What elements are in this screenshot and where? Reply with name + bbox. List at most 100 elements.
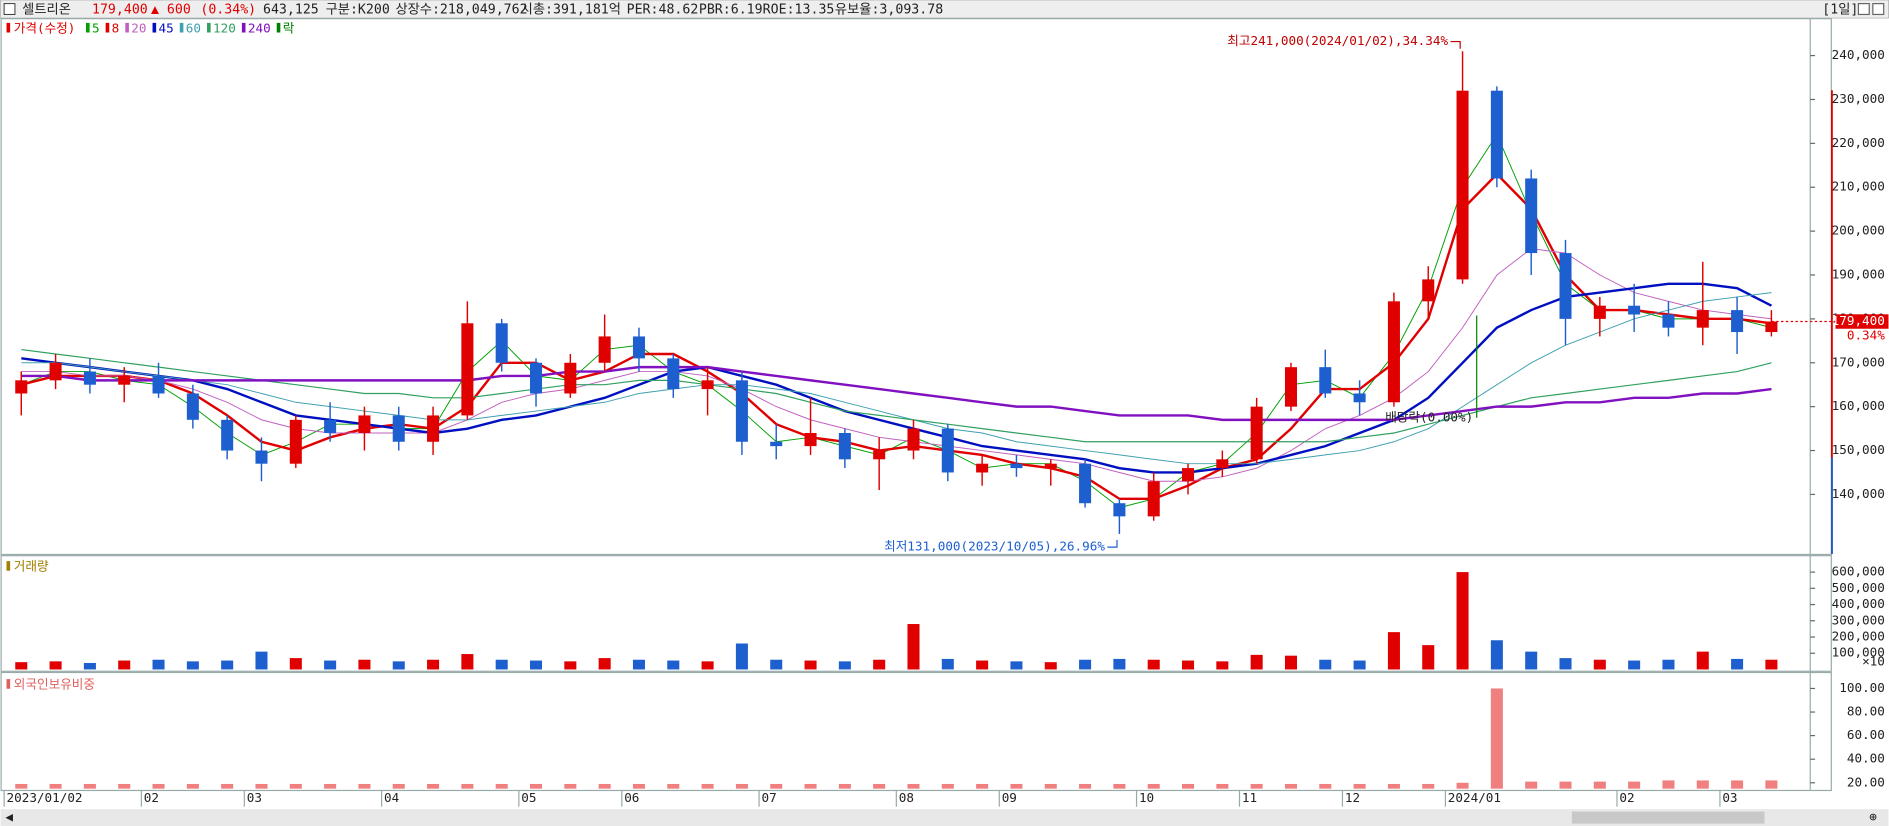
x-tick-label: 04 [384,790,399,805]
volume-bar [1525,651,1538,670]
foreign-ratio-bar [735,783,748,789]
volume-bar [15,662,28,670]
foreign-ratio-bar [804,783,817,789]
volume-bar [49,661,62,670]
pane-title: 외국인보유비중 [14,677,95,692]
candle-body [83,371,96,385]
scroll-thumb[interactable] [1571,811,1765,824]
foreign-ratio-bar [1216,783,1229,789]
y-tick-label: 230,000 [1832,91,1885,106]
x-tick-label: 06 [624,790,639,805]
candle-body [873,450,886,460]
x-tick-label: 03 [1722,790,1737,805]
restore-button[interactable] [1857,3,1870,16]
volume-bar [1319,659,1332,670]
legend-marker [207,22,211,33]
volume-pane [0,555,1832,672]
y-tick-label: 400,000 [1832,596,1885,611]
legend-marker [6,22,11,33]
volume-bar [392,661,405,670]
period-button[interactable]: [1일] [1822,2,1858,18]
candle-body [529,362,543,394]
volume-bar [735,643,748,670]
volume-bar [1250,654,1263,670]
checkbox[interactable] [3,3,16,15]
y-tick-label: 140,000 [1832,486,1885,501]
volume-bar [838,661,851,670]
candle-body [598,336,611,363]
y-tick-label: 100.00 [1839,680,1885,695]
candle-body [1456,90,1469,280]
y-tick-label: 40.00 [1847,751,1885,766]
candle-body [1010,463,1023,469]
foreign-ratio-bar [461,783,474,789]
foreign-ratio-bar [564,783,577,789]
volume-bar [1284,655,1297,670]
x-tick-label: 10 [1139,790,1154,805]
x-tick-label: 07 [761,790,776,805]
candle-body [1731,310,1744,333]
y-tick-label: 80.00 [1847,704,1885,719]
candle-body [838,432,851,460]
volume-bar [1079,659,1092,670]
volume-bar [221,660,234,670]
zoom-buttons[interactable]: ⊕ [1869,809,1877,824]
moving-average-line [21,292,1772,465]
volume-bar [1010,661,1023,670]
volume-bar [495,659,508,670]
volume-bar [1147,659,1160,670]
foreign-ratio-bar [1113,783,1126,789]
foreign-ratio-bar [1525,781,1538,789]
legend-title: 가격(수정) [14,20,76,35]
x-tick-label: 11 [1242,790,1257,805]
volume-bar [1662,659,1675,670]
volume-bar [118,660,131,670]
close-button[interactable] [1872,3,1885,16]
foreign-ratio-bar [186,783,199,789]
volume-bar [255,651,268,670]
candle-body [701,380,714,390]
foreign-ratio-bar [1662,780,1675,789]
market-cap: 시총:391,181억 [521,2,621,18]
volume-bar [529,660,543,670]
shares: 상장수:218,049,762 [395,2,527,18]
candle-body [941,428,954,473]
foreign-ratio-bar [838,783,851,789]
volume-bar [564,661,577,670]
annotation-arrow [1107,539,1118,548]
change-rate: (0.34%) [200,3,256,18]
pane-title: 거래량 [14,559,49,574]
foreign-ratio-bar [83,783,96,789]
volume-bar [941,658,954,670]
scrollbar[interactable] [0,809,1889,826]
candle-body [976,463,989,473]
legend-entry: 120 [213,20,236,35]
foreign-ratio-bar [529,783,543,789]
candle-body [427,415,440,442]
foreign-ratio-bar [1044,783,1057,789]
x-tick-label: 02 [1619,790,1634,805]
candle-body [667,358,680,390]
candle-body [907,428,920,451]
candle-body [1113,503,1126,517]
moving-average-line [21,172,1772,501]
foreign-ratio-bar [289,783,302,789]
legend-marker [125,22,129,33]
volume-bar [667,660,680,670]
volume: 643,125 [263,3,319,18]
x-tick-label: 03 [247,790,262,805]
y-tick-label: 150,000 [1832,442,1885,457]
market: 구분:K200 [326,3,390,18]
volume-bar [1490,640,1503,670]
foreign-ratio-bar [152,783,165,789]
volume-bar [804,660,817,670]
moving-average-line [21,248,1772,482]
volume-bar [976,660,989,670]
legend-marker [152,22,157,33]
scroll-left[interactable]: ◀ [5,809,13,824]
volume-bar [1113,658,1126,670]
foreign-ratio-bar [1593,781,1606,789]
y-tick-label: 200,000 [1832,223,1885,238]
